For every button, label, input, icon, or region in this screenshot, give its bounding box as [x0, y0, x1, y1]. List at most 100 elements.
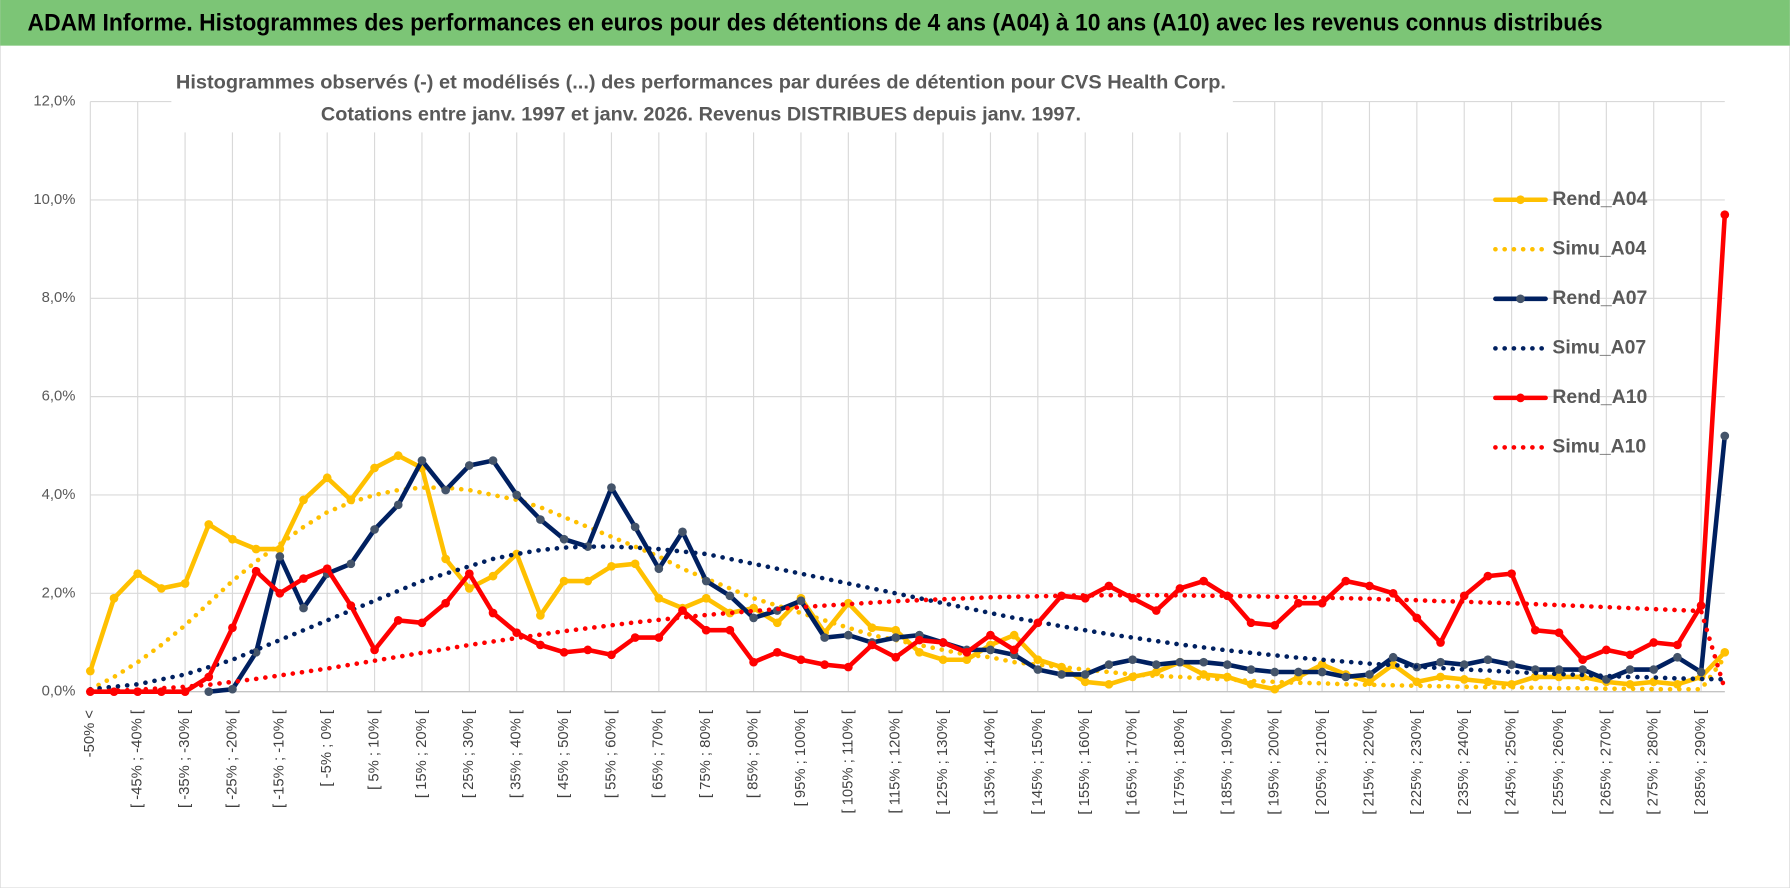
data-point [464, 569, 474, 578]
data-point [1223, 660, 1232, 669]
legend-label: Simu_A04 [1552, 237, 1646, 259]
data-point [488, 608, 498, 618]
data-point [1341, 576, 1351, 586]
data-point [891, 652, 901, 662]
data-point [701, 625, 711, 635]
data-point [299, 495, 308, 505]
data-point [1270, 667, 1280, 677]
y-tick-label: 10,0% [33, 192, 75, 208]
data-point [559, 648, 569, 657]
data-point [1151, 660, 1161, 669]
data-point [1341, 672, 1351, 682]
data-point [1009, 645, 1019, 655]
data-point [85, 666, 95, 676]
data-point [1388, 588, 1398, 598]
data-point [1317, 660, 1327, 669]
data-point [204, 687, 214, 697]
data-point [1720, 210, 1730, 220]
x-tick-label: [ 175% ; 180% [ [1172, 710, 1188, 815]
model-line [88, 485, 1728, 692]
data-point [1104, 581, 1114, 591]
x-tick-label: [ 65% ; 70% [ [651, 710, 667, 798]
data-point [1223, 591, 1232, 601]
data-point [843, 630, 853, 640]
data-point [1459, 591, 1469, 601]
data-point [536, 640, 545, 650]
data-point [1649, 665, 1659, 674]
data-point [464, 461, 474, 470]
data-point [441, 598, 450, 608]
data-point [536, 611, 545, 620]
x-tick-label: [ 25% ; 30% [ [461, 710, 477, 798]
data-point [275, 544, 285, 554]
data-point [370, 525, 379, 534]
y-tick-label: 6,0% [42, 389, 76, 405]
data-point [393, 451, 403, 460]
data-point [1270, 684, 1280, 694]
data-point [1175, 657, 1185, 667]
data-point [938, 638, 948, 647]
x-tick-label: [ -25% ; -20% [ [224, 710, 240, 808]
data-point [749, 657, 758, 667]
x-tick-label: [ 55% ; 60% [ [603, 710, 619, 798]
x-tick-label: [ 15% ; 20% [ [414, 710, 430, 798]
data-point [1602, 645, 1611, 655]
data-point [1483, 655, 1493, 665]
data-point [1365, 670, 1374, 679]
observed-line [88, 212, 1728, 694]
data-point [1199, 670, 1208, 679]
data-point [1436, 672, 1445, 682]
data-point [1507, 660, 1516, 669]
header-bar [0, 0, 1790, 46]
data-point [1554, 672, 1564, 682]
data-point [654, 633, 664, 642]
data-point [1151, 606, 1161, 615]
data-point [1365, 581, 1374, 591]
model-line [88, 544, 1728, 692]
data-point [228, 684, 237, 694]
data-point [1412, 677, 1422, 687]
x-tick-label: [ 145% ; 150% [ [1030, 710, 1046, 815]
data-point [441, 485, 450, 495]
data-point [559, 534, 569, 544]
data-point [204, 672, 214, 682]
data-point [275, 552, 285, 561]
data-point [678, 606, 687, 615]
x-tick-label: -50% < [82, 710, 98, 757]
data-point [1554, 665, 1564, 674]
data-point [986, 630, 995, 640]
y-tick-label: 4,0% [42, 487, 76, 503]
data-point [607, 483, 616, 492]
header-title: ADAM Informe. Histogrammes des performan… [28, 9, 1603, 36]
x-tick-label: [ 245% ; 250% [ [1504, 710, 1520, 815]
legend-marker [1516, 393, 1525, 403]
data-point [1696, 601, 1706, 610]
data-point [583, 645, 593, 655]
data-point [1720, 648, 1730, 657]
data-point [1483, 571, 1493, 581]
x-tick-label: [ 255% ; 260% [ [1551, 710, 1567, 815]
legend-label: Simu_A07 [1552, 336, 1646, 358]
data-point [772, 618, 782, 628]
data-point [1507, 569, 1516, 578]
data-point [986, 645, 995, 655]
x-tick-label: [ 205% ; 210% [ [1314, 710, 1330, 815]
data-point [1246, 665, 1256, 674]
data-point [1175, 584, 1185, 593]
data-point [962, 655, 972, 665]
data-point [583, 576, 593, 586]
data-point [204, 520, 214, 529]
data-point [393, 500, 403, 510]
data-point [654, 564, 664, 574]
data-point [1270, 620, 1280, 630]
data-point [678, 527, 687, 537]
x-tick-label: [ 165% ; 170% [ [1125, 710, 1141, 815]
data-point [630, 633, 640, 642]
data-point [1673, 640, 1682, 650]
data-point [180, 687, 190, 697]
data-point [725, 591, 735, 601]
data-point [1720, 431, 1730, 441]
x-tick-label: [ 155% ; 160% [ [1077, 710, 1093, 815]
data-point [1625, 650, 1635, 660]
